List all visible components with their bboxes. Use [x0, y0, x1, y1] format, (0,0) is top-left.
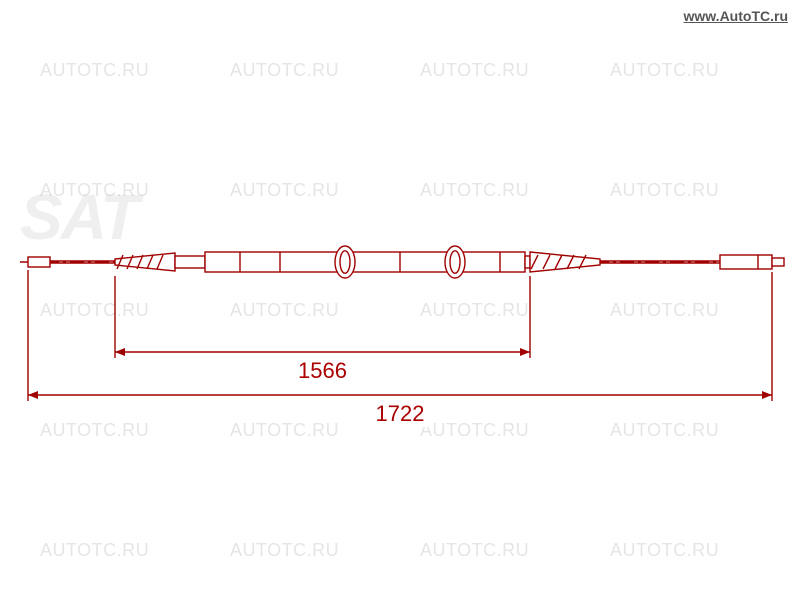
technical-drawing: [0, 0, 800, 600]
dim-outer-label: 1722: [370, 401, 430, 427]
dim-inner-label: 1566: [293, 358, 353, 384]
